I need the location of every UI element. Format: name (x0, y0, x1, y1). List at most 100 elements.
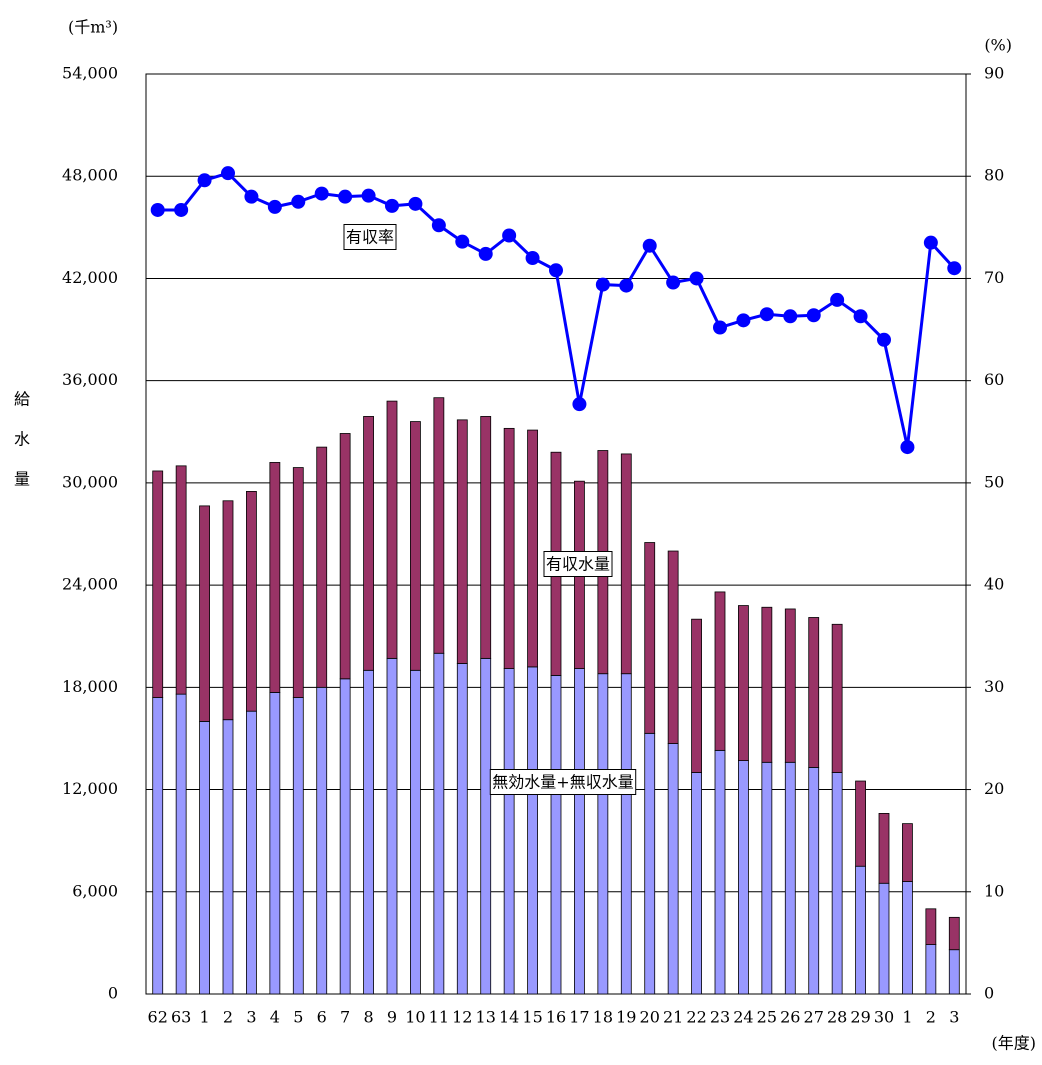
bar (855, 865, 866, 995)
line (157, 171, 956, 448)
bar (152, 697, 164, 995)
y2-tick-label: 90 (984, 64, 1004, 83)
line-marker (877, 332, 891, 347)
line-marker (525, 251, 540, 265)
x-tick-label: 22 (686, 1008, 706, 1027)
line-marker (900, 440, 915, 455)
x-tick-label: 18 (593, 1008, 613, 1027)
y-tick-label: 48,000 (62, 166, 118, 185)
y-axis-unit: (千m³) (68, 18, 118, 37)
bar (410, 421, 421, 671)
annotation-box (489, 769, 637, 795)
bar (480, 657, 492, 995)
bar (152, 470, 164, 698)
bar (410, 669, 421, 995)
bar (527, 429, 538, 668)
bar (456, 419, 468, 664)
bar (714, 749, 726, 995)
bar (691, 772, 702, 995)
bar (855, 780, 866, 867)
bar (620, 673, 632, 995)
y-tick-label: 18,000 (62, 677, 118, 696)
x-tick-label: 21 (663, 1008, 683, 1027)
line-marker (595, 277, 610, 292)
bar (246, 491, 257, 712)
x-tick-label: 30 (874, 1008, 894, 1027)
bar (175, 693, 187, 995)
bar (808, 767, 820, 995)
x-tick-label: 27 (804, 1008, 824, 1027)
bar (386, 400, 398, 659)
line-marker (174, 202, 189, 217)
bar (363, 416, 374, 671)
bar (784, 761, 796, 995)
line-marker (361, 188, 376, 203)
y-axis-label: 量 (14, 470, 30, 489)
bar (925, 908, 937, 945)
line-marker (385, 198, 399, 213)
line-marker (338, 189, 353, 204)
series-annotation: 有収率 (346, 228, 394, 247)
bar (550, 675, 562, 995)
y-tick-label: 42,000 (62, 268, 118, 287)
bar (691, 618, 702, 773)
line-marker (642, 238, 657, 253)
line-marker (431, 218, 446, 233)
bar (363, 669, 374, 995)
x-tick-label: 26 (780, 1008, 800, 1027)
x-tick-label: 1 (199, 1008, 209, 1027)
x-tick-label: 8 (363, 1008, 373, 1027)
line-marker (666, 275, 681, 290)
bar (503, 427, 515, 669)
line-marker (314, 186, 329, 201)
series-annotation: 有収水量 (546, 555, 610, 574)
x-tick-label: 15 (522, 1008, 542, 1027)
bar (644, 542, 656, 734)
bar (831, 772, 843, 995)
bar (878, 882, 890, 995)
x-tick-label: 10 (405, 1008, 425, 1027)
x-tick-label: 23 (710, 1008, 730, 1027)
x-tick-label: 24 (733, 1008, 753, 1027)
line-marker (783, 309, 798, 324)
line-marker (549, 263, 563, 278)
line-marker (759, 307, 774, 322)
line-marker (244, 189, 259, 204)
bar (948, 949, 960, 995)
line-marker (853, 309, 868, 324)
y-axis-label: 水 (14, 430, 30, 449)
bar (269, 692, 281, 995)
line-marker (736, 313, 751, 328)
bar (199, 505, 210, 722)
x-tick-label: 25 (757, 1008, 777, 1027)
bar (339, 678, 351, 995)
line-marker (267, 199, 282, 214)
x-tick-label: 2 (223, 1008, 233, 1027)
line-marker (502, 228, 517, 243)
line-marker (291, 194, 306, 209)
x-tick-label: 16 (546, 1008, 566, 1027)
bar (761, 606, 773, 763)
y-tick-label: 36,000 (62, 370, 118, 389)
bar (480, 416, 492, 659)
x-tick-label: 1 (902, 1008, 912, 1027)
bar (222, 719, 234, 995)
bar (269, 462, 281, 693)
bar (292, 697, 304, 995)
bar (503, 668, 515, 995)
bar (456, 663, 468, 995)
bar (433, 397, 445, 654)
x-tick-label: 5 (293, 1008, 303, 1027)
y-tick-label: 54,000 (62, 64, 118, 83)
bar (644, 732, 656, 995)
bar (386, 657, 398, 995)
y2-tick-label: 50 (984, 472, 1004, 491)
line-marker (713, 320, 727, 335)
line-marker (408, 196, 423, 211)
bar (433, 652, 445, 995)
y-tick-label: 30,000 (62, 472, 118, 491)
bar (808, 617, 820, 768)
y-tick-label: 0 (108, 984, 118, 1003)
bar (902, 823, 913, 882)
